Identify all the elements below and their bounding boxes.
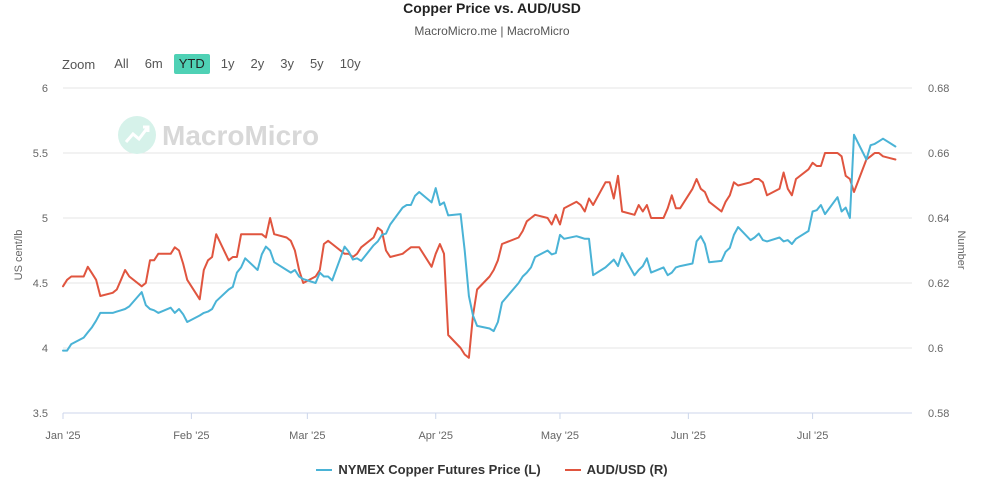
right-tick-label: 0.62 [928,278,949,290]
right-axis-title: Number [955,230,967,269]
left-tick-label: 3.5 [33,408,48,420]
grid-lines [63,87,912,414]
legend-item-copper[interactable]: NYMEX Copper Futures Price (L) [316,462,541,477]
range-button-ytd[interactable]: YTD [173,54,210,74]
left-tick-label: 4 [42,343,48,355]
x-axis-ticks: Jan '25 Feb '25 Mar '25 Apr '25 May '25 Jun '… [45,413,828,442]
right-tick-label: 0.68 [928,83,949,95]
series-line-copper[interactable] [62,133,897,352]
range-button-2y[interactable]: 2y [250,56,265,71]
right-tick-label: 0.58 [928,408,949,420]
left-axis-ticks: 3.5 4 4.5 5 5.5 6 [33,83,48,420]
range-button-5y[interactable]: 5y [309,56,324,71]
x-tick-label: Jun '25 [671,430,706,442]
right-tick-label: 0.66 [928,148,949,160]
legend-swatch-aud [564,468,581,471]
x-tick-label: Jul '25 [797,430,828,442]
x-tick-label: May '25 [541,430,579,442]
right-tick-label: 0.64 [928,213,949,225]
legend: NYMEX Copper Futures Price (L) AUD/USD (… [0,462,984,477]
x-tick-label: Feb '25 [173,430,209,442]
legend-label-copper: NYMEX Copper Futures Price (L) [338,462,541,477]
legend-swatch-copper [316,468,333,471]
legend-item-aud[interactable]: AUD/USD (R) [564,462,668,477]
left-tick-label: 5 [42,213,48,225]
series-layer [62,133,897,359]
chart-title: Copper Price vs. AUD/USD [403,0,581,16]
range-selector: Zoom All 6m YTD 1y 2y 3y 5y 10y [58,53,372,75]
x-tick-label: Jan '25 [45,430,80,442]
range-button-3y[interactable]: 3y [280,56,294,71]
x-tick-label: Apr '25 [418,430,453,442]
watermark: MacroMicro [118,116,319,154]
left-tick-label: 4.5 [33,278,48,290]
zoom-label: Zoom [62,56,96,72]
left-tick-label: 5.5 [33,148,48,160]
left-tick-label: 6 [42,83,48,95]
range-button-10y[interactable]: 10y [339,56,361,71]
x-tick-label: Mar '25 [289,430,325,442]
watermark-text: MacroMicro [162,120,319,151]
range-button-6m[interactable]: 6m [144,56,163,71]
left-axis-title: US cent/lb [13,230,25,281]
right-tick-label: 0.6 [928,343,943,355]
legend-label-aud: AUD/USD (R) [586,462,668,477]
right-axis-ticks: 0.58 0.6 0.62 0.64 0.66 0.68 [928,83,949,420]
range-button-all[interactable]: All [114,56,129,71]
chart-subtitle: MacroMicro.me | MacroMicro [414,24,570,38]
macromicro-logo-icon [118,116,156,154]
range-button-1y[interactable]: 1y [220,56,235,71]
